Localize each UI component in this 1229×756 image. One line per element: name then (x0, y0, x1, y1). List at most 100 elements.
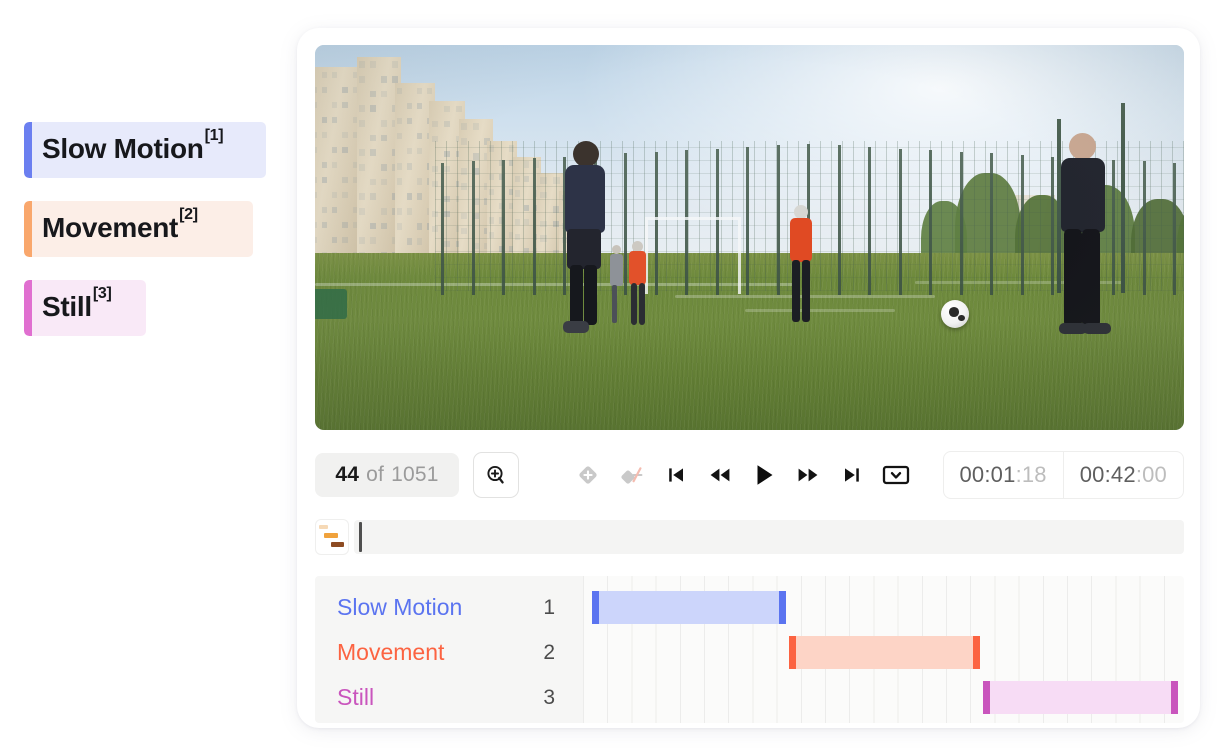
video-building-window (509, 202, 515, 210)
video-building-window (332, 191, 338, 199)
video-building-window (370, 105, 377, 112)
video-building-window (370, 222, 377, 230)
video-building-window (427, 87, 433, 95)
zoom-in-button[interactable] (473, 452, 519, 498)
label-shortcut-list: Slow Motion[1] Movement[2] Still[3] (24, 122, 274, 359)
video-building-window (315, 86, 317, 94)
video-building-window (332, 116, 338, 124)
video-building-window (321, 176, 328, 184)
video-fence-post (1020, 155, 1024, 295)
playback-options-button[interactable] (874, 453, 918, 497)
video-building-window (332, 71, 338, 79)
jump-to-end-button[interactable] (830, 453, 874, 497)
track-lane[interactable] (583, 675, 1184, 720)
label-chip[interactable]: Still[3] (24, 280, 146, 336)
video-player[interactable] (315, 45, 1184, 430)
video-building-window (381, 222, 388, 230)
video-building-window (381, 120, 388, 127)
video-building-window (539, 177, 547, 184)
video-building-window (407, 162, 413, 170)
video-fence-post (929, 150, 932, 295)
video-building-window (417, 238, 423, 245)
video-building-window (509, 188, 515, 195)
video-building-window (342, 191, 348, 199)
track-label-column: Slow Motion 1 Movement 2 Still 3 (315, 576, 583, 723)
video-building-window (461, 212, 468, 220)
clip-thumbnail-icon[interactable] (315, 519, 349, 555)
track-lane-column[interactable] (583, 576, 1184, 723)
label-chip[interactable]: Movement[2] (24, 201, 253, 257)
video-building-window (515, 233, 520, 240)
timecode-current[interactable]: 00:01:18 (944, 452, 1063, 498)
video-building-window (370, 178, 377, 186)
timecode-current-frames: :18 (1015, 462, 1047, 487)
video-building-window (359, 120, 366, 127)
video-fence-post (715, 148, 719, 295)
video-building-window (359, 61, 366, 68)
video-player-torso (629, 251, 646, 285)
track-segment[interactable] (789, 636, 980, 669)
video-player-right (1051, 133, 1113, 345)
video-fence-post (746, 147, 749, 295)
video-building-window (431, 165, 438, 173)
video-player-shoe (1083, 323, 1111, 334)
video-building-window (417, 132, 423, 140)
video-player-torso (790, 218, 812, 262)
segment-start-handle[interactable] (982, 681, 990, 714)
frame-total: 1051 (391, 463, 439, 486)
video-building-window (509, 159, 515, 167)
video-building-window (332, 161, 338, 169)
label-chip[interactable]: Slow Motion[1] (24, 122, 266, 178)
video-building-window (431, 180, 438, 188)
jump-to-start-button[interactable] (654, 453, 698, 497)
video-building-window (315, 131, 317, 139)
segment-start-handle[interactable] (592, 591, 599, 624)
video-fence-post (990, 153, 993, 295)
dropdown-box-icon (882, 465, 910, 485)
video-fence-post (685, 150, 688, 295)
video-building-window (539, 191, 547, 199)
video-building-window (397, 208, 403, 215)
timecode-total[interactable]: 00:42:00 (1062, 452, 1183, 498)
video-fence-post (776, 145, 780, 295)
segment-end-handle[interactable] (1170, 681, 1178, 714)
video-building-window (359, 208, 366, 215)
play-button[interactable] (742, 453, 786, 497)
video-building-window (321, 161, 328, 169)
video-building-window (370, 134, 377, 142)
video-building-window (417, 147, 423, 155)
video-building-window (370, 61, 377, 68)
segment-end-handle[interactable] (778, 591, 786, 624)
track-segment[interactable] (982, 681, 1178, 714)
video-fence-post (1112, 159, 1115, 295)
track-lane[interactable] (583, 630, 1184, 675)
timeline-scrubber[interactable] (354, 520, 1184, 554)
track-label-row[interactable]: Still 3 (315, 675, 583, 720)
video-player-leg (570, 265, 583, 325)
track-label-row[interactable]: Movement 2 (315, 630, 583, 675)
playhead-marker[interactable] (359, 522, 362, 552)
video-building-window (533, 233, 539, 240)
video-building-window (359, 237, 366, 244)
video-building-window (359, 149, 366, 156)
video-building-window (489, 174, 495, 181)
segment-end-handle[interactable] (972, 636, 980, 669)
video-fence-post (898, 148, 902, 295)
video-fence-post (471, 161, 475, 295)
track-label-row[interactable]: Slow Motion 1 (315, 585, 583, 630)
delete-keyframe-button[interactable] (610, 453, 654, 497)
video-building-window (417, 193, 423, 200)
track-number: 2 (543, 640, 555, 664)
video-building-window (315, 176, 317, 184)
step-forward-button[interactable] (786, 453, 830, 497)
add-keyframe-button[interactable] (566, 453, 610, 497)
segment-start-handle[interactable] (789, 636, 797, 669)
step-back-button[interactable] (698, 453, 742, 497)
video-building-window (552, 220, 560, 228)
video-building-window (489, 145, 495, 152)
track-segment[interactable] (592, 591, 786, 624)
frame-of-label: of (366, 463, 385, 486)
video-building-window (472, 242, 479, 250)
track-lane[interactable] (583, 585, 1184, 630)
video-building-window (321, 221, 328, 229)
